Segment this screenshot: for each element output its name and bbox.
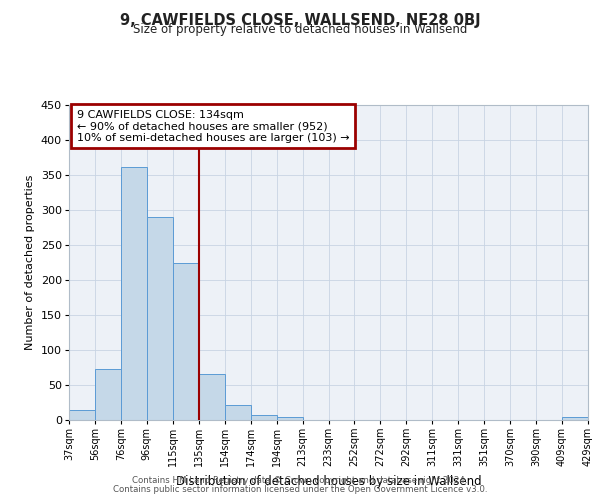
Bar [121, 166, 147, 420]
Bar [173, 262, 199, 420]
Bar [277, 416, 302, 420]
Text: 9, CAWFIELDS CLOSE, WALLSEND, NE28 0BJ: 9, CAWFIELDS CLOSE, WALLSEND, NE28 0BJ [119, 12, 481, 28]
Bar [225, 404, 251, 420]
X-axis label: Distribution of detached houses by size in Wallsend: Distribution of detached houses by size … [176, 475, 481, 488]
Bar [562, 417, 588, 420]
Y-axis label: Number of detached properties: Number of detached properties [25, 175, 35, 350]
Bar [95, 369, 121, 420]
Bar [199, 374, 224, 420]
Bar [69, 410, 95, 420]
Text: Contains HM Land Registry data © Crown copyright and database right 2024.: Contains HM Land Registry data © Crown c… [132, 476, 468, 485]
Text: 9 CAWFIELDS CLOSE: 134sqm
← 90% of detached houses are smaller (952)
10% of semi: 9 CAWFIELDS CLOSE: 134sqm ← 90% of detac… [77, 110, 349, 143]
Bar [147, 217, 173, 420]
Bar [251, 415, 277, 420]
Text: Contains public sector information licensed under the Open Government Licence v3: Contains public sector information licen… [113, 485, 487, 494]
Text: Size of property relative to detached houses in Wallsend: Size of property relative to detached ho… [133, 22, 467, 36]
